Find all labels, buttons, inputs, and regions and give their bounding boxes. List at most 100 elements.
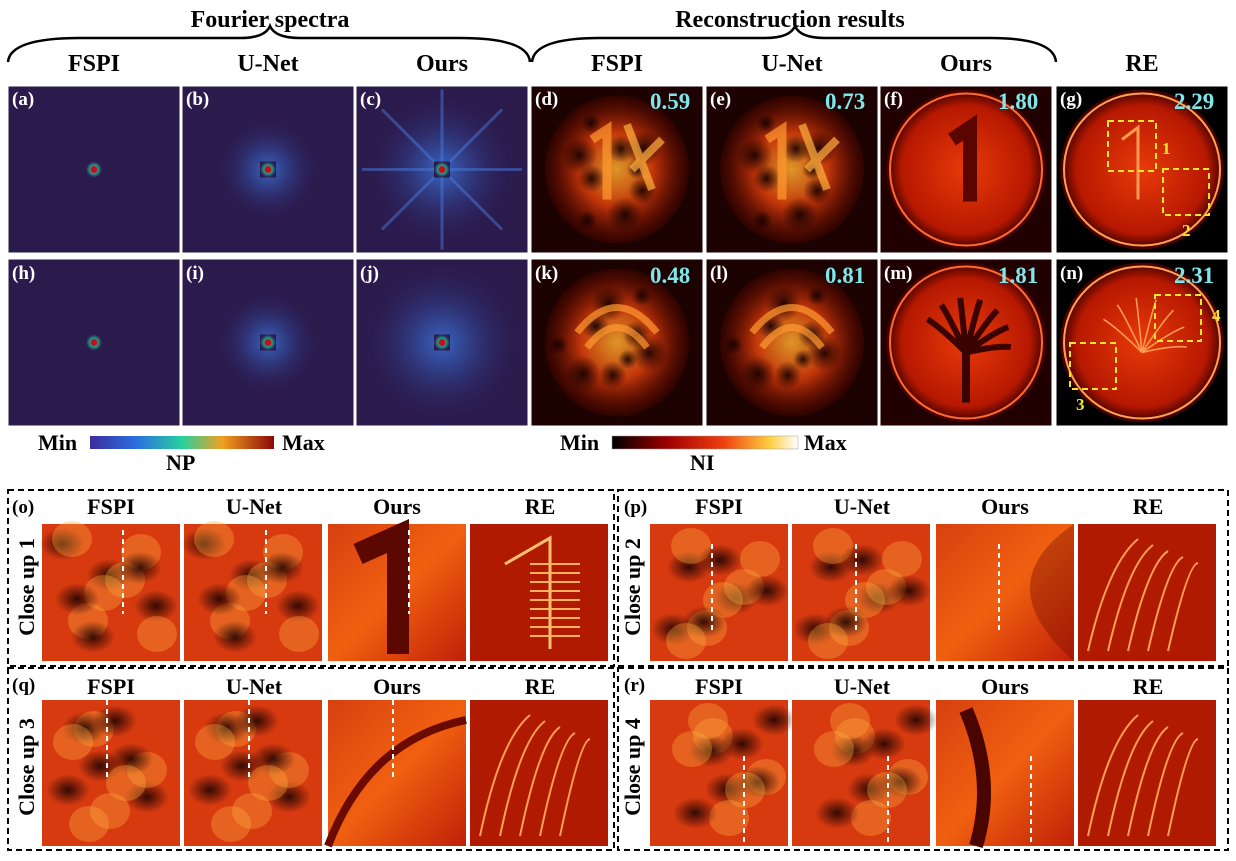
panel-1-3 — [530, 258, 704, 427]
zoom-box-1 — [1107, 120, 1157, 172]
closeup-label-r: (r) — [624, 675, 646, 696]
closeup-frame-q — [7, 667, 615, 851]
colorbar-ni — [611, 435, 799, 450]
closeup-o-header-ours: Ours — [373, 494, 421, 519]
closeup-3-3 — [1078, 700, 1216, 846]
closeup-p-header-fspi: FSPI — [695, 494, 743, 519]
score-g: 2.29 — [1174, 89, 1215, 114]
panel-label-d: (d) — [535, 89, 559, 110]
panel-label-a: (a) — [12, 89, 35, 110]
closeup-q-header-fspi: FSPI — [87, 674, 135, 699]
closeup-side-label-3: Close up 3 — [14, 718, 39, 816]
column-header-fspi-spectrum: FSPI — [67, 51, 120, 77]
panel-0-1 — [181, 85, 355, 254]
box-number-1: 1 — [1162, 139, 1171, 158]
panel-1-2 — [355, 257, 529, 428]
closeup-p-header-unet: U-Net — [833, 494, 891, 519]
closeup-r-header-unet: U-Net — [833, 674, 891, 699]
closeup-1-0 — [650, 524, 789, 661]
closeup-2-2 — [324, 700, 467, 848]
closeup-o-header-unet: U-Net — [225, 494, 283, 519]
closeup-3-1 — [792, 700, 938, 846]
score-k: 0.48 — [650, 263, 691, 288]
closeup-1-3 — [1078, 524, 1216, 661]
panel-0-2 — [355, 85, 529, 254]
zoom-box-3 — [1069, 342, 1117, 390]
panel-1-4 — [705, 258, 879, 427]
column-header-fspi-recon: FSPI — [590, 51, 643, 77]
colorbar-ni-label: NI — [690, 450, 715, 475]
closeup-label-p: (p) — [624, 497, 648, 518]
closeup-0-0 — [40, 521, 180, 661]
column-header-re: RE — [1125, 51, 1159, 77]
closeup-q-header-re: RE — [524, 674, 556, 699]
panel-label-m: (m) — [884, 263, 913, 284]
panel-label-g: (g) — [1060, 89, 1083, 110]
panel-1-1 — [181, 258, 355, 427]
panel-label-i: (i) — [186, 263, 204, 284]
closeup-r-header-fspi: FSPI — [695, 674, 743, 699]
closeup-q-header-unet: U-Net — [225, 674, 283, 699]
brace-reconstruction — [530, 22, 1058, 63]
panel-label-h: (h) — [12, 263, 36, 284]
closeup-p-header-ours: Ours — [981, 494, 1029, 519]
closeup-p-header-re: RE — [1132, 494, 1164, 519]
colorbar-np-min: Min — [38, 430, 78, 455]
colorbar-np-label: NP — [166, 450, 196, 475]
closeup-o-header-fspi: FSPI — [87, 494, 135, 519]
panel-0-5 — [879, 85, 1053, 254]
section-title-reconstruction: Reconstruction results — [675, 7, 905, 33]
closeup-3-2 — [936, 700, 1074, 849]
panel-1-0 — [7, 258, 181, 427]
column-header-ours-recon: Ours — [939, 51, 992, 77]
brace-fourier — [6, 22, 532, 63]
colorbar-np-max: Max — [282, 430, 325, 455]
score-m: 1.81 — [998, 263, 1039, 288]
closeup-label-o: (o) — [12, 497, 35, 518]
closeup-q-header-ours: Ours — [373, 674, 421, 699]
panel-label-j: (j) — [360, 263, 379, 284]
panel-label-f: (f) — [884, 89, 903, 110]
panel-label-e: (e) — [710, 89, 732, 110]
closeup-1-1 — [792, 524, 931, 661]
closeup-frame-p — [617, 489, 1229, 667]
panel-label-c: (c) — [360, 89, 382, 110]
colorbar-np — [90, 436, 274, 449]
closeup-o-header-re: RE — [524, 494, 556, 519]
panel-1-5 — [879, 258, 1053, 427]
closeup-2-3 — [470, 700, 608, 846]
closeup-1-2 — [936, 524, 1074, 661]
box-number-3: 3 — [1076, 395, 1085, 414]
closeup-side-label-1: Close up 1 — [14, 538, 39, 636]
panel-0-3 — [530, 85, 704, 254]
closeup-2-1 — [184, 700, 322, 846]
zoom-box-4 — [1154, 294, 1202, 342]
closeup-0-1 — [182, 521, 322, 661]
zoom-box-2 — [1162, 168, 1210, 216]
column-header-unet-recon: U-Net — [761, 51, 823, 77]
closeup-0-3 — [470, 524, 608, 661]
score-n: 2.31 — [1174, 263, 1215, 288]
panel-label-k: (k) — [535, 263, 559, 284]
closeup-0-2 — [328, 518, 466, 661]
panel-label-b: (b) — [186, 89, 210, 110]
column-header-unet-spectrum: U-Net — [237, 51, 299, 77]
panel-label-n: (n) — [1060, 263, 1084, 284]
closeup-r-header-re: RE — [1132, 674, 1164, 699]
score-e: 0.73 — [825, 89, 866, 114]
closeup-frame-o — [7, 489, 615, 667]
panel-0-6 — [1055, 85, 1229, 254]
box-number-2: 2 — [1182, 221, 1191, 240]
score-l: 0.81 — [825, 263, 866, 288]
closeup-side-label-2: Close up 2 — [620, 538, 645, 636]
panel-0-0 — [7, 85, 181, 254]
colorbar-ni-max: Max — [804, 430, 847, 455]
panel-label-l: (l) — [710, 263, 728, 284]
closeup-2-0 — [42, 700, 180, 846]
colorbar-ni-min: Min — [560, 430, 600, 455]
score-d: 0.59 — [650, 89, 691, 114]
closeup-3-0 — [650, 700, 796, 846]
closeup-r-header-ours: Ours — [981, 674, 1029, 699]
